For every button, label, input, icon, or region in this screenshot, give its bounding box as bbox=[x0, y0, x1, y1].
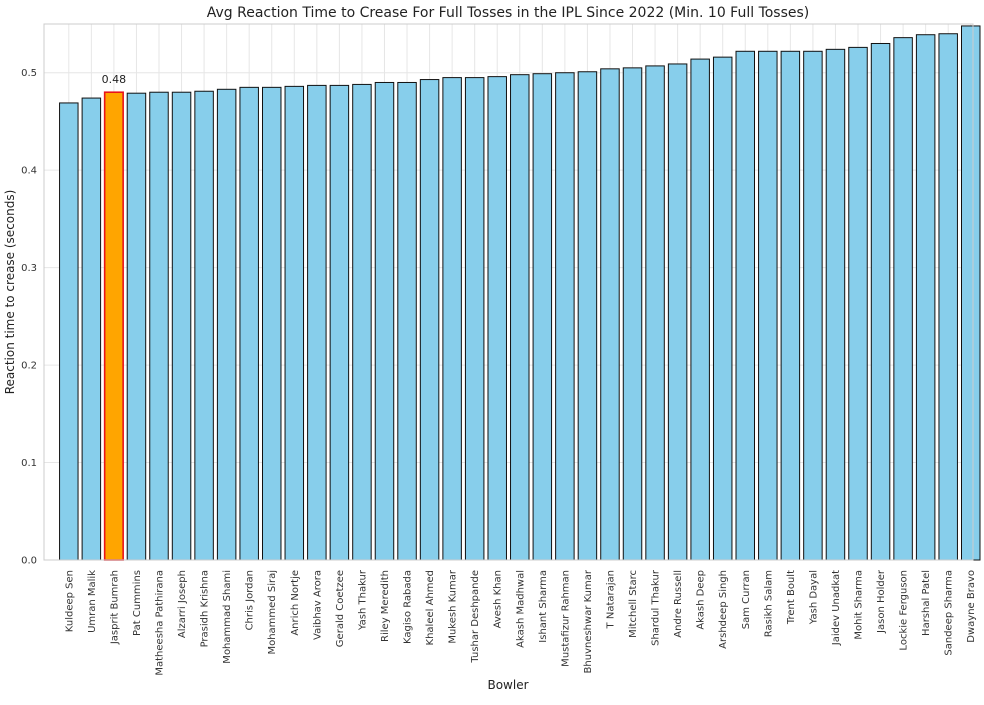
x-tick-label: Mohit Sharma bbox=[854, 570, 865, 640]
bar-dwayne-bravo bbox=[961, 25, 981, 561]
x-tick-label: Yash Thakur bbox=[357, 569, 368, 631]
x-tick-label: Khaleel Ahmed bbox=[425, 570, 436, 645]
bar-tushar-deshpande bbox=[464, 77, 485, 561]
x-tick-label: Ishant Sharma bbox=[538, 570, 549, 643]
bar-t-natarajan bbox=[600, 68, 620, 561]
x-tick-label: Dwayne Bravo bbox=[966, 570, 977, 643]
bar-yash-dayal bbox=[803, 50, 823, 561]
bar-mohammed-siraj bbox=[261, 86, 282, 561]
x-tick-label: Mitchell Starc bbox=[628, 570, 639, 638]
bar-matheesha-pathirana bbox=[149, 91, 169, 561]
bar-mustafizur-rahman bbox=[555, 72, 575, 561]
x-tick-label: Pat Cummins bbox=[132, 570, 143, 636]
x-tick-label: Arshdeep Singh bbox=[718, 570, 729, 649]
y-tick-label: 0.3 bbox=[21, 263, 37, 274]
x-tick-label: Akash Madhwal bbox=[515, 570, 526, 648]
y-axis-label: Reaction time to crease (seconds) bbox=[3, 190, 17, 395]
bar-arshdeep-singh bbox=[712, 56, 733, 561]
bar-kuldeep-sen bbox=[59, 102, 79, 561]
x-tick-label: Kagiso Rabada bbox=[403, 570, 414, 644]
bar-vaibhav-arora bbox=[307, 84, 327, 561]
x-tick-label: Gerald Coetzee bbox=[335, 570, 346, 647]
bar-trent-boult bbox=[780, 50, 801, 561]
bar-prasidh-krishna bbox=[194, 90, 214, 561]
bar-jaidev-unadkat bbox=[825, 48, 846, 561]
bar-akash-deep bbox=[690, 58, 710, 561]
bar-alzarri-joseph bbox=[171, 91, 192, 561]
annotation-layer: 0.48 bbox=[102, 73, 127, 86]
bar-sam-curran bbox=[735, 50, 756, 561]
x-tick-label: Anrich Nortje bbox=[290, 570, 301, 636]
plot-frame bbox=[43, 23, 974, 561]
x-tick-label: Mohammed Siraj bbox=[267, 570, 278, 655]
x-tick-label: Jason Holder bbox=[876, 569, 887, 634]
bar-rasikh-salam bbox=[758, 50, 778, 561]
x-tick-label: Lockie Ferguson bbox=[899, 570, 910, 651]
bar-andre-russell bbox=[667, 63, 688, 561]
bar-gerald-coetzee bbox=[329, 84, 350, 561]
bar-value-annotation: 0.48 bbox=[102, 73, 127, 86]
x-tick-label: Trent Boult bbox=[786, 570, 797, 625]
x-tick-label: Sandeep Sharma bbox=[944, 570, 955, 656]
bar-lockie-ferguson bbox=[893, 37, 913, 561]
bar-riley-meredith bbox=[374, 81, 395, 561]
x-tick-label: Tushar Deshpande bbox=[470, 570, 481, 664]
y-tick-label: 0.4 bbox=[21, 166, 37, 177]
bar-avesh-khan bbox=[487, 76, 507, 561]
x-tick-label: Akash Deep bbox=[696, 570, 707, 630]
bar-shardul-thakur bbox=[645, 65, 665, 561]
bar-mitchell-starc bbox=[622, 67, 643, 561]
y-tick-labels: 0.0 0.1 0.2 0.3 0.4 0.5 bbox=[21, 68, 37, 566]
x-tick-label: T Natarajan bbox=[605, 570, 616, 629]
x-tick-label: Andre Russell bbox=[673, 570, 684, 638]
bar-mohit-sharma bbox=[848, 46, 868, 561]
x-tick-label: Mustafizur Rahman bbox=[560, 570, 571, 667]
bar-yash-thakur bbox=[352, 83, 372, 561]
bar-umran-malik bbox=[81, 97, 102, 561]
bar-pat-cummins bbox=[126, 92, 147, 561]
x-tick-label: Yash Dayal bbox=[808, 570, 819, 625]
x-tick-label: Riley Meredith bbox=[380, 570, 391, 642]
x-tick-label: Kuldeep Sen bbox=[64, 570, 75, 632]
y-tick-label: 0.2 bbox=[21, 361, 37, 372]
x-tick-label: Vaibhav Arora bbox=[312, 570, 323, 640]
bar-bhuvneshwar-kumar bbox=[577, 71, 598, 561]
bar-jason-holder bbox=[870, 42, 891, 561]
bar-anrich-nortje bbox=[284, 85, 305, 561]
x-tick-label: Alzarri Joseph bbox=[177, 570, 188, 638]
x-tick-label: Matheesha Pathirana bbox=[154, 570, 165, 676]
chart-title: Avg Reaction Time to Crease For Full Tos… bbox=[207, 5, 810, 21]
x-tick-label: Mohammad Shami bbox=[222, 570, 233, 664]
x-tick-label: Prasidh Krishna bbox=[200, 570, 211, 647]
y-tick-label: 0.1 bbox=[21, 458, 37, 469]
bar-akash-madhwal bbox=[510, 74, 530, 561]
x-axis-label: Bowler bbox=[487, 678, 528, 692]
x-tick-label: Shardul Thakur bbox=[651, 569, 662, 646]
x-tick-label: Jasprit Bumrah bbox=[109, 570, 120, 645]
x-tick-label: Mukesh Kumar bbox=[448, 569, 459, 644]
bar-khaleel-ahmed bbox=[419, 79, 440, 561]
x-tick-label: Rasikh Salam bbox=[763, 570, 774, 637]
bar-ishant-sharma bbox=[532, 73, 553, 561]
bar-harshal-patel bbox=[915, 34, 936, 561]
x-tick-label: Sam Curran bbox=[741, 570, 752, 629]
x-tick-label: Umran Malik bbox=[87, 570, 98, 633]
x-tick-label: Harshal Patel bbox=[921, 570, 932, 636]
y-tick-label: 0.0 bbox=[21, 556, 37, 567]
bar-jasprit-bumrah bbox=[103, 91, 124, 561]
bar-mohammad-shami bbox=[216, 88, 237, 561]
x-tick-labels: Kuldeep Sen Umran Malik Jasprit Bumrah Pat … bbox=[64, 569, 977, 676]
x-tick-label: Chris Jordan bbox=[245, 570, 256, 630]
bar-sandeep-sharma bbox=[938, 33, 958, 561]
bar-layer bbox=[59, 25, 981, 561]
y-tick-label: 0.5 bbox=[21, 68, 37, 79]
bar-kagiso-rabada bbox=[397, 81, 417, 561]
bar-chris-jordan bbox=[239, 86, 259, 561]
x-tick-label: Avesh Khan bbox=[493, 570, 504, 628]
x-tick-label: Bhuvneshwar Kumar bbox=[583, 569, 594, 673]
x-tick-label: Jaidev Unadkat bbox=[831, 570, 842, 646]
bar-mukesh-kumar bbox=[442, 77, 462, 561]
